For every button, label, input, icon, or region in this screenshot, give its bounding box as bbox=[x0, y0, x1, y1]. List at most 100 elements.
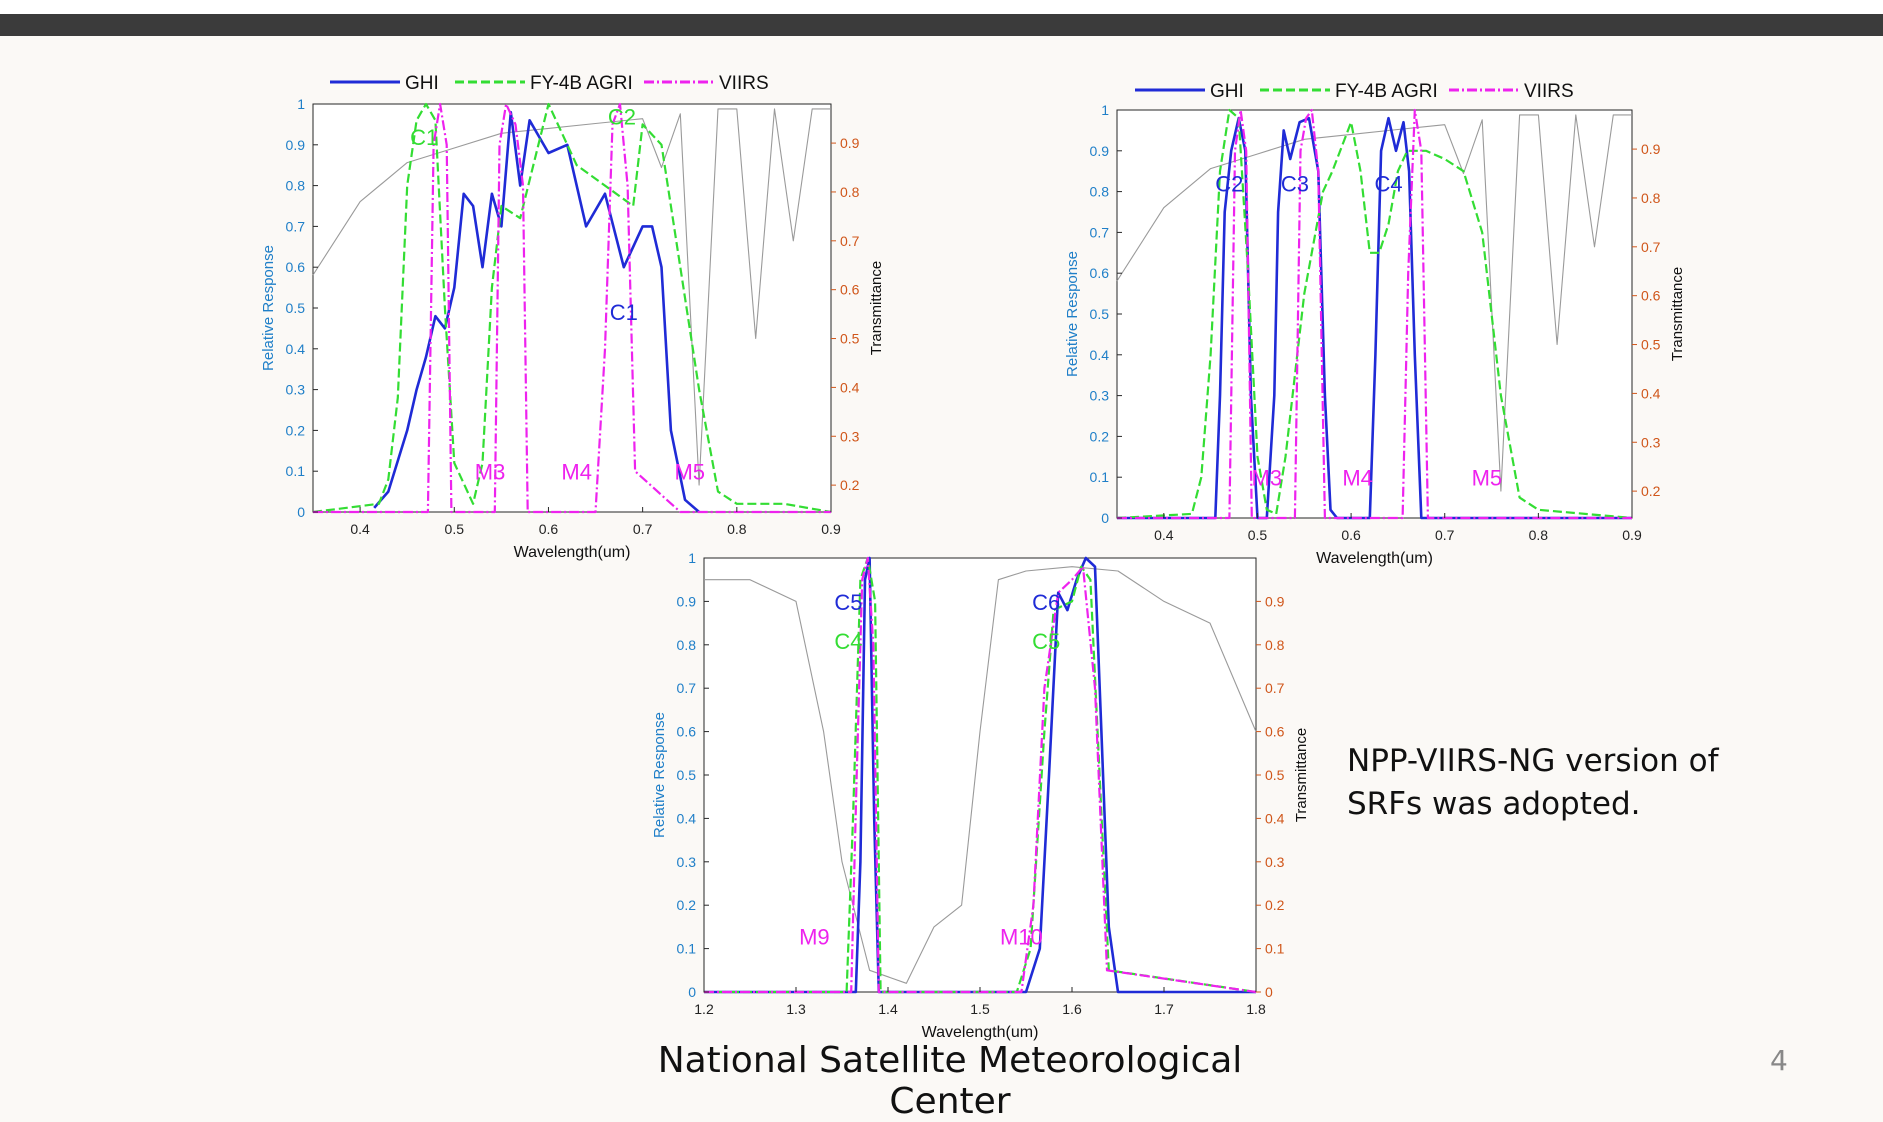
legend-label: FY-4B AGRI bbox=[1335, 81, 1438, 102]
legend-label: VIIRS bbox=[719, 73, 769, 94]
y-tick-label: 1 bbox=[688, 550, 696, 566]
y-tick-label: 0.2 bbox=[677, 897, 697, 913]
srf-note: NPP-VIIRS-NG version of SRFs was adopted… bbox=[1347, 743, 1719, 822]
page-number: 4 bbox=[1770, 1044, 1788, 1077]
y2-tick-label: 0.9 bbox=[1265, 593, 1285, 609]
x-axis-label: Wavelength(um) bbox=[514, 544, 631, 561]
band-label: C4 bbox=[834, 629, 862, 654]
band-label: C5 bbox=[1032, 629, 1060, 654]
x-tick-label: 1.6 bbox=[1062, 1001, 1082, 1017]
series-line-viirs bbox=[313, 102, 831, 514]
y-tick-label: 0.3 bbox=[1090, 388, 1110, 404]
band-label: C4 bbox=[1374, 172, 1402, 197]
y2-tick-label: 0.4 bbox=[1265, 810, 1285, 826]
y-tick-label: 1 bbox=[297, 96, 305, 112]
y2-tick-label: 0.5 bbox=[1641, 337, 1661, 353]
legend-label: VIIRS bbox=[1524, 81, 1574, 102]
y2-tick-label: 0.7 bbox=[1265, 680, 1285, 696]
y-tick-label: 0.9 bbox=[286, 137, 306, 153]
series-line-transmittance bbox=[1116, 114, 1632, 492]
plot-area bbox=[312, 103, 832, 513]
y-tick-label: 1 bbox=[1101, 102, 1109, 118]
y2-tick-label: 0.7 bbox=[1641, 239, 1661, 255]
y-tick-label: 0.1 bbox=[677, 941, 697, 957]
x-tick-label: 0.7 bbox=[1435, 527, 1455, 543]
x-tick-label: 0.5 bbox=[445, 521, 465, 537]
y-tick-label: 0 bbox=[688, 984, 696, 1000]
y-axis-label: Relative Response bbox=[1064, 251, 1081, 377]
y2-tick-label: 0.8 bbox=[1265, 637, 1285, 653]
x-tick-label: 1.5 bbox=[970, 1001, 990, 1017]
legend-label: FY-4B AGRI bbox=[530, 73, 633, 94]
band-label: M10 bbox=[1000, 924, 1043, 949]
y2-axis-label: Transmittance bbox=[1293, 728, 1310, 822]
plot-area bbox=[703, 557, 1257, 993]
x-tick-label: 0.9 bbox=[1622, 527, 1642, 543]
legend-label: GHI bbox=[1210, 81, 1244, 102]
y-axis-label: Relative Response bbox=[260, 245, 277, 371]
x-tick-label: 0.5 bbox=[1248, 527, 1268, 543]
y2-tick-label: 0.7 bbox=[840, 233, 860, 249]
y-tick-label: 0.2 bbox=[286, 422, 306, 438]
y-tick-label: 0.3 bbox=[286, 382, 306, 398]
y2-tick-label: 0.8 bbox=[1641, 190, 1661, 206]
y2-tick-label: 0.2 bbox=[840, 477, 860, 493]
y2-tick-label: 0.1 bbox=[1265, 941, 1285, 957]
y-tick-label: 0.8 bbox=[677, 637, 697, 653]
x-tick-label: 0.8 bbox=[1529, 527, 1549, 543]
y-tick-label: 0.1 bbox=[1090, 469, 1110, 485]
series-line-viirs bbox=[1117, 108, 1632, 520]
y2-tick-label: 0.3 bbox=[840, 428, 860, 444]
series-line-fy-4b-agri bbox=[1116, 108, 1633, 520]
y2-tick-label: 0.5 bbox=[1265, 767, 1285, 783]
footer-organization: National Satellite Meteorological Center bbox=[657, 1040, 1243, 1122]
y2-axis-label: Transmittance bbox=[1669, 267, 1686, 361]
y-tick-label: 0.5 bbox=[1090, 306, 1110, 322]
y-tick-label: 0.7 bbox=[286, 218, 306, 234]
y-tick-label: 0.4 bbox=[286, 341, 306, 357]
y-tick-label: 0.9 bbox=[677, 593, 697, 609]
y-tick-label: 0.6 bbox=[1090, 265, 1110, 281]
band-label: C2 bbox=[1215, 172, 1243, 197]
y-tick-label: 0 bbox=[1101, 510, 1109, 526]
x-tick-label: 0.6 bbox=[1341, 527, 1361, 543]
top-bar bbox=[0, 0, 1883, 36]
band-label: C1 bbox=[410, 125, 438, 150]
y2-tick-label: 0.6 bbox=[1265, 724, 1285, 740]
series-line-transmittance bbox=[312, 108, 831, 486]
y-tick-label: 0.6 bbox=[677, 724, 697, 740]
band-label: C3 bbox=[1281, 172, 1309, 197]
x-tick-label: 0.7 bbox=[633, 521, 653, 537]
y2-tick-label: 0.2 bbox=[1265, 897, 1285, 913]
y-tick-label: 0.4 bbox=[677, 810, 697, 826]
band-label: M4 bbox=[561, 459, 592, 484]
y2-axis-label: Transmittance bbox=[868, 261, 885, 355]
band-label: M3 bbox=[475, 459, 506, 484]
y-tick-label: 0.7 bbox=[677, 680, 697, 696]
series-line-transmittance bbox=[704, 566, 1257, 984]
y2-tick-label: 0.3 bbox=[1265, 854, 1285, 870]
band-label: M4 bbox=[1342, 465, 1373, 490]
x-tick-label: 0.8 bbox=[727, 521, 747, 537]
series-line-fy-4b-agri bbox=[704, 556, 1257, 994]
y2-tick-label: 0.6 bbox=[840, 282, 860, 298]
series-line-ghi bbox=[1117, 116, 1632, 520]
band-label: M5 bbox=[674, 459, 705, 484]
x-tick-label: 0.4 bbox=[1154, 527, 1174, 543]
y2-tick-label: 0.4 bbox=[840, 379, 860, 395]
y-tick-label: 0.8 bbox=[1090, 184, 1110, 200]
y-tick-label: 0.5 bbox=[677, 767, 697, 783]
y-tick-label: 0.2 bbox=[1090, 428, 1110, 444]
y-tick-label: 0.8 bbox=[286, 178, 306, 194]
y2-tick-label: 0.8 bbox=[840, 184, 860, 200]
y2-tick-label: 0.6 bbox=[1641, 288, 1661, 304]
y2-tick-label: 0 bbox=[1265, 984, 1273, 1000]
y-tick-label: 0.3 bbox=[677, 854, 697, 870]
y-tick-label: 0.7 bbox=[1090, 224, 1110, 240]
top-bar-band bbox=[0, 14, 1883, 36]
band-label: C5 bbox=[834, 590, 862, 615]
band-label: M9 bbox=[799, 924, 830, 949]
